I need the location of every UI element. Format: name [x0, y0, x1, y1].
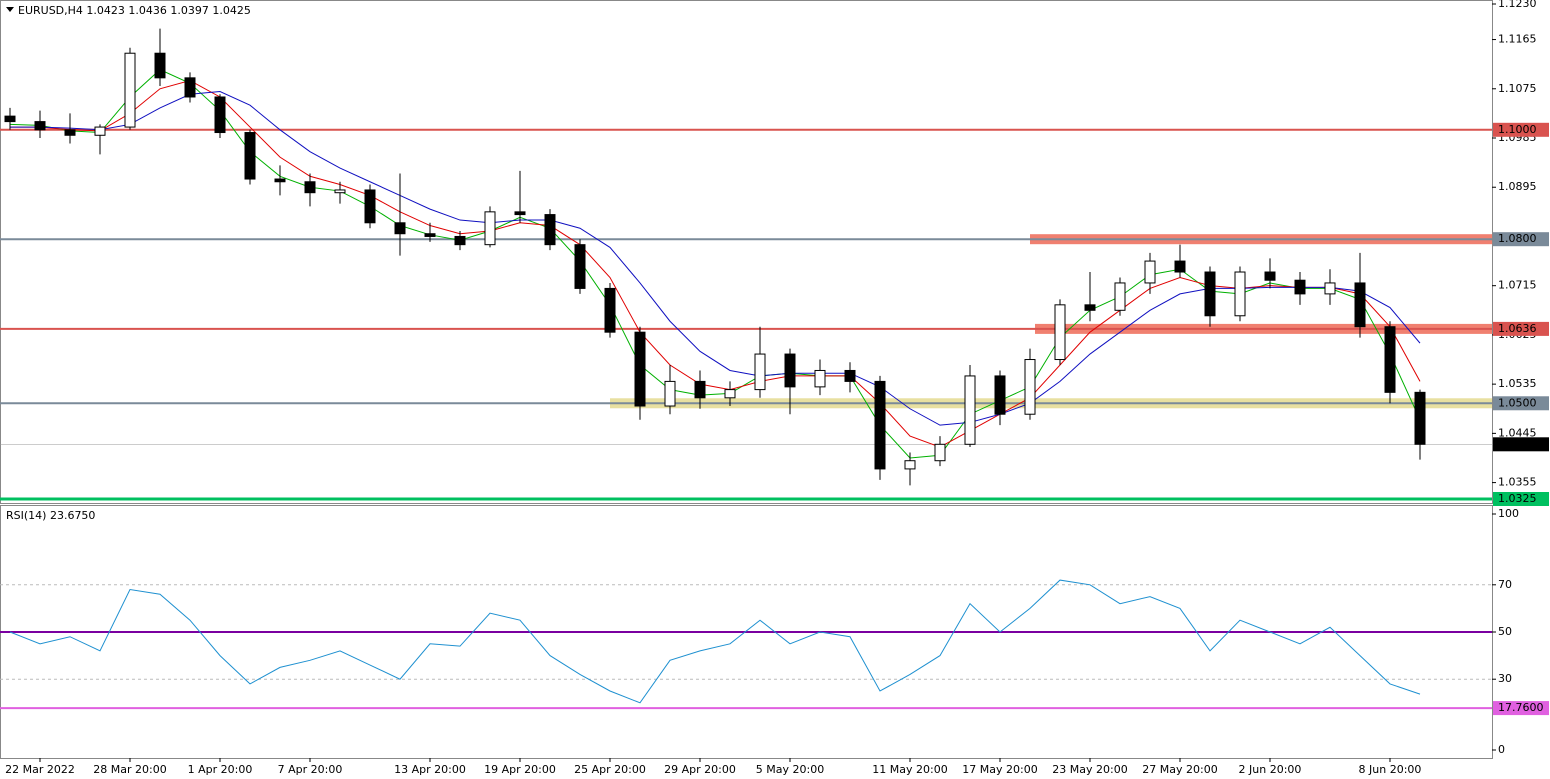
candle-body: [724, 389, 736, 399]
candle-body: [604, 287, 616, 333]
price-panel-frame: [0, 0, 1493, 504]
candle-body: [304, 181, 316, 194]
candle-body: [784, 353, 796, 388]
candle-body: [1114, 282, 1126, 311]
candle-body: [334, 189, 346, 194]
x-tick-label: 22 Mar 2022: [5, 763, 75, 776]
candle-body: [1354, 282, 1366, 328]
candle-body: [1084, 304, 1096, 311]
candle-body: [754, 353, 766, 391]
y-tick-label: 0: [1498, 743, 1505, 756]
y-tick-label: 1.0895: [1498, 180, 1537, 193]
y-tick-label: 1.0445: [1498, 426, 1537, 439]
x-tick-label: 1 Apr 20:00: [188, 763, 253, 776]
candle-body: [154, 52, 166, 79]
candle-body: [664, 380, 676, 407]
candle-body: [64, 129, 76, 136]
candle-body: [544, 214, 556, 246]
y-tick-label: 1.0355: [1498, 476, 1537, 489]
x-tick-label: 5 May 20:00: [756, 763, 824, 776]
x-tick-label: 27 May 20:00: [1142, 763, 1217, 776]
candle-body: [1234, 271, 1246, 317]
y-tick-label: 70: [1498, 578, 1512, 591]
candle-body: [94, 126, 106, 136]
y-tick-label: 1.1075: [1498, 82, 1537, 95]
rsi-header: RSI(14) 23.6750: [6, 509, 95, 522]
candle-body: [1174, 260, 1186, 273]
indicator-line: [10, 80, 1421, 448]
x-tick-label: 23 May 20:00: [1052, 763, 1127, 776]
candle-body: [634, 331, 646, 407]
candle-body: [214, 96, 226, 134]
y-tick-label: 1.1230: [1498, 0, 1537, 10]
level-label: 1.0325: [1498, 492, 1537, 505]
menu-arrow[interactable]: [6, 7, 14, 12]
candle-body: [934, 443, 946, 462]
candle-body: [1264, 271, 1276, 281]
x-tick-label: 7 Apr 20:00: [278, 763, 343, 776]
candle-body: [1294, 279, 1306, 295]
symbol-header: EURUSD,H4 1.0423 1.0436 1.0397 1.0425: [18, 4, 251, 17]
y-tick-label: 1.1165: [1498, 33, 1537, 46]
candle-body: [364, 189, 376, 224]
candle-body: [484, 211, 496, 246]
candle-body: [454, 235, 466, 246]
candle-body: [394, 222, 406, 235]
candle-body: [184, 77, 196, 98]
level-label: 1.0500: [1498, 396, 1537, 409]
level-label-bg: [1493, 396, 1549, 411]
level-label: 1.0425: [1498, 437, 1537, 450]
x-tick-label: 19 Apr 20:00: [484, 763, 556, 776]
level-label-bg: [1493, 232, 1549, 247]
candle-body: [1384, 326, 1396, 393]
candle-body: [874, 380, 886, 470]
level-label: 1.0800: [1498, 232, 1537, 245]
x-tick-label: 28 Mar 20:00: [93, 763, 166, 776]
x-tick-label: 13 Apr 20:00: [394, 763, 466, 776]
candle-body: [574, 244, 586, 289]
x-tick-label: 29 Apr 20:00: [664, 763, 736, 776]
x-tick-label: 8 Jun 20:00: [1359, 763, 1422, 776]
candle-body: [904, 460, 916, 470]
candle-body: [844, 369, 856, 382]
y-tick-label: 1.0715: [1498, 279, 1537, 292]
candle-body: [694, 380, 706, 399]
x-tick-label: 11 May 20:00: [872, 763, 947, 776]
indicator-line: [9, 579, 1421, 704]
candle-body: [1024, 359, 1036, 415]
level-label: 1.0636: [1498, 322, 1537, 335]
candle-body: [34, 121, 46, 131]
candle-body: [1204, 271, 1216, 317]
level-label-bg: [1493, 321, 1549, 336]
y-tick-label: 100: [1498, 507, 1519, 520]
candle-body: [4, 115, 16, 123]
level-label: 1.1000: [1498, 123, 1537, 136]
level-label-bg: [1493, 122, 1549, 137]
level-label-bg: [1493, 701, 1549, 716]
level-label-bg: [1493, 492, 1549, 506]
candle-body: [514, 211, 526, 216]
y-tick-label: 30: [1498, 672, 1512, 685]
y-tick-label: 1.0535: [1498, 377, 1537, 390]
candle-body: [1414, 391, 1426, 445]
x-tick-label: 25 Apr 20:00: [574, 763, 646, 776]
candle-body: [274, 178, 286, 183]
candle-body: [1144, 260, 1156, 284]
level-label-bg: [1493, 437, 1549, 452]
candle-body: [814, 369, 826, 388]
x-tick-label: 2 Jun 20:00: [1239, 763, 1302, 776]
level-label: 17.7600: [1498, 701, 1544, 714]
x-tick-label: 17 May 20:00: [962, 763, 1037, 776]
indicator-line: [10, 91, 1421, 426]
candle-body: [964, 375, 976, 445]
candle-body: [124, 52, 136, 128]
candle-body: [1324, 282, 1336, 295]
candle-body: [994, 375, 1006, 415]
y-tick-label: 50: [1498, 625, 1512, 638]
candle-body: [424, 233, 436, 237]
candle-body: [1054, 304, 1066, 361]
candle-body: [244, 132, 256, 180]
